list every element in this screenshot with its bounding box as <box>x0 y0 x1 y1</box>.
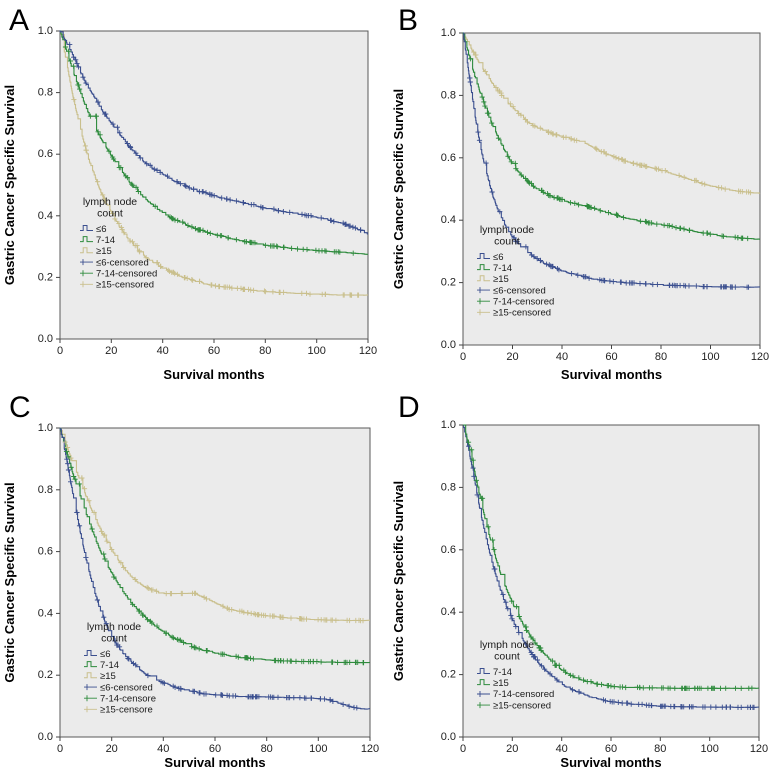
svg-text:100: 100 <box>309 743 327 755</box>
svg-text:≥15-censored: ≥15-censored <box>493 700 551 711</box>
svg-text:7-14-censored: 7-14-censored <box>493 689 554 700</box>
svg-text:0.2: 0.2 <box>38 669 53 681</box>
svg-text:lymph node: lymph node <box>480 639 534 651</box>
svg-text:40: 40 <box>157 743 169 755</box>
svg-text:7-14: 7-14 <box>96 235 115 246</box>
svg-text:Gastric Cancer Specific Surviv: Gastric Cancer Specific Survival <box>391 89 406 289</box>
svg-text:Survival months: Survival months <box>164 755 265 770</box>
svg-text:lymph node: lymph node <box>83 196 137 208</box>
svg-text:0.6: 0.6 <box>441 152 456 164</box>
svg-text:0.4: 0.4 <box>441 606 456 618</box>
svg-text:40: 40 <box>556 743 568 755</box>
svg-text:0.4: 0.4 <box>441 214 456 226</box>
svg-text:Gastric Cancer Specific Surviv: Gastric Cancer Specific Survival <box>391 481 406 681</box>
svg-text:1.0: 1.0 <box>441 27 456 39</box>
svg-text:0.0: 0.0 <box>38 333 53 345</box>
svg-text:0.8: 0.8 <box>441 89 456 101</box>
svg-text:80: 80 <box>655 351 667 363</box>
svg-text:100: 100 <box>308 345 326 357</box>
svg-text:lymph node: lymph node <box>87 621 141 633</box>
svg-text:0: 0 <box>460 351 466 363</box>
svg-text:count: count <box>494 236 520 248</box>
svg-text:20: 20 <box>105 345 117 357</box>
svg-text:0.4: 0.4 <box>38 210 53 222</box>
svg-text:≥15: ≥15 <box>96 246 112 257</box>
svg-text:1.0: 1.0 <box>441 419 456 431</box>
svg-text:0: 0 <box>460 743 466 755</box>
svg-text:40: 40 <box>157 345 169 357</box>
svg-text:≥15-censore: ≥15-censore <box>100 705 153 716</box>
svg-text:≥15: ≥15 <box>493 678 509 689</box>
svg-text:7-14-censored: 7-14-censored <box>96 268 157 279</box>
svg-text:7-14: 7-14 <box>493 667 512 678</box>
svg-text:0.2: 0.2 <box>441 669 456 681</box>
svg-text:0.6: 0.6 <box>441 544 456 556</box>
svg-text:7-14: 7-14 <box>100 660 119 671</box>
svg-text:0.6: 0.6 <box>38 546 53 558</box>
svg-text:80: 80 <box>261 743 273 755</box>
svg-text:120: 120 <box>361 743 379 755</box>
svg-text:Survival months: Survival months <box>163 367 264 382</box>
svg-text:60: 60 <box>605 351 617 363</box>
svg-text:100: 100 <box>701 743 719 755</box>
svg-text:Survival months: Survival months <box>561 367 662 382</box>
svg-text:count: count <box>97 208 123 220</box>
svg-text:0.0: 0.0 <box>441 339 456 351</box>
svg-text:0.6: 0.6 <box>38 148 53 160</box>
svg-text:0: 0 <box>57 743 63 755</box>
svg-text:≤6-censored: ≤6-censored <box>96 257 149 268</box>
svg-text:0.8: 0.8 <box>38 484 53 496</box>
svg-text:D: D <box>398 391 420 424</box>
svg-text:0.8: 0.8 <box>441 481 456 493</box>
svg-text:0.8: 0.8 <box>38 87 53 99</box>
svg-text:count: count <box>101 633 127 645</box>
svg-text:80: 80 <box>654 743 666 755</box>
svg-text:7-14: 7-14 <box>493 263 512 274</box>
svg-text:0.0: 0.0 <box>441 731 456 743</box>
svg-text:≥15: ≥15 <box>493 274 509 285</box>
svg-text:60: 60 <box>209 743 221 755</box>
svg-text:40: 40 <box>556 351 568 363</box>
svg-text:≤6: ≤6 <box>96 224 107 235</box>
svg-text:1.0: 1.0 <box>38 25 53 37</box>
svg-text:7-14-censore: 7-14-censore <box>100 693 156 704</box>
svg-text:100: 100 <box>701 351 719 363</box>
svg-text:60: 60 <box>208 345 220 357</box>
svg-text:0: 0 <box>57 345 63 357</box>
svg-text:1.0: 1.0 <box>38 422 53 434</box>
svg-text:60: 60 <box>605 743 617 755</box>
svg-text:A: A <box>9 4 29 37</box>
svg-text:0.4: 0.4 <box>38 607 53 619</box>
svg-text:80: 80 <box>259 345 271 357</box>
svg-text:≤6: ≤6 <box>493 252 504 263</box>
svg-text:0.2: 0.2 <box>441 277 456 289</box>
svg-text:≥15: ≥15 <box>100 671 116 682</box>
svg-text:C: C <box>9 391 31 424</box>
svg-text:0.0: 0.0 <box>38 731 53 743</box>
svg-text:120: 120 <box>751 351 769 363</box>
svg-text:0.2: 0.2 <box>38 271 53 283</box>
svg-text:≥15-censored: ≥15-censored <box>96 280 154 291</box>
svg-text:lymph node: lymph node <box>480 224 534 236</box>
svg-text:≤6-censored: ≤6-censored <box>100 682 153 693</box>
svg-text:Gastric Cancer Specific Surviv: Gastric Cancer Specific Survival <box>2 482 17 682</box>
svg-text:20: 20 <box>506 743 518 755</box>
svg-text:≥15-censored: ≥15-censored <box>493 308 551 319</box>
svg-text:≤6: ≤6 <box>100 649 111 660</box>
svg-text:Survival months: Survival months <box>560 755 661 770</box>
svg-text:120: 120 <box>359 345 377 357</box>
svg-text:≤6-censored: ≤6-censored <box>493 285 546 296</box>
svg-text:7-14-censored: 7-14-censored <box>493 296 554 307</box>
svg-text:Gastric Cancer Specific Surviv: Gastric Cancer Specific Survival <box>2 85 17 285</box>
svg-text:20: 20 <box>106 743 118 755</box>
svg-text:B: B <box>398 4 418 37</box>
svg-text:count: count <box>494 651 520 663</box>
svg-text:120: 120 <box>750 743 768 755</box>
svg-text:20: 20 <box>506 351 518 363</box>
